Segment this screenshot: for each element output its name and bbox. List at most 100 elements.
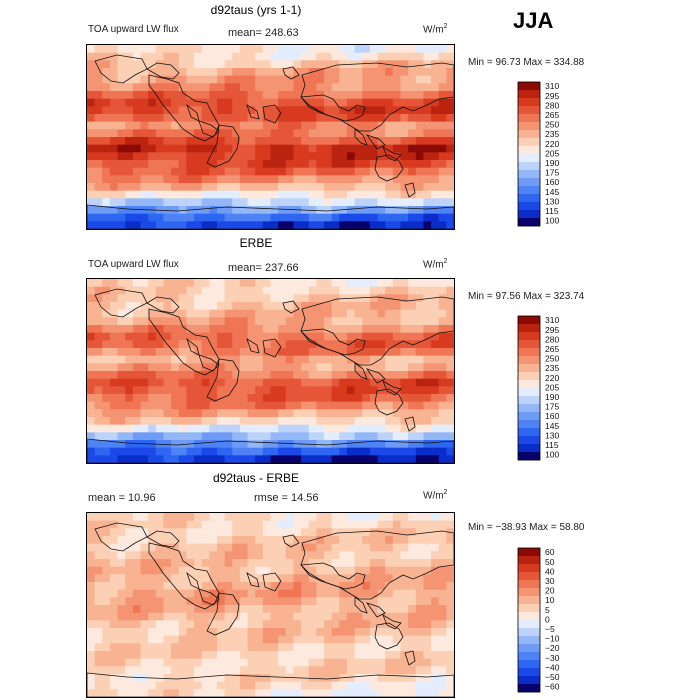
colorbar-swatch [518,428,540,437]
field-cell [346,605,356,614]
field-cell [125,635,134,644]
field-cell [247,206,256,215]
field-cell [270,432,279,441]
field-cell [87,401,96,410]
field-cell [132,424,142,433]
field-cell [255,60,264,69]
field-cell [301,605,310,614]
field-cell [132,612,142,621]
field-cell [377,394,386,403]
field-cell [125,91,134,100]
field-cell [155,371,165,380]
field-cell [94,394,103,403]
field-cell [438,432,447,441]
field-cell [423,378,432,387]
field-cell [224,190,233,199]
field-cell [232,658,241,667]
field-cell [285,183,295,192]
field-cell [278,378,287,387]
field-cell [339,183,348,192]
colorbar-swatch [518,186,540,195]
colorbar-tick-label: 160 [545,177,559,187]
field-cell [346,340,356,349]
field-cell [224,386,233,395]
field-cell [400,355,409,364]
field-cell [239,302,249,311]
field-cell [369,302,379,311]
field-cell [431,658,440,667]
field-cell [392,628,402,637]
field-cell [171,566,180,575]
field-cell [446,325,454,334]
field-cell [87,543,96,552]
field-cell [377,332,386,341]
field-cell [392,582,402,591]
coastline [146,296,180,314]
field-cell [255,75,264,84]
field-cell [239,666,249,675]
field-cell [362,60,371,69]
field-cell [385,582,394,591]
field-cell [216,371,226,380]
field-cell [255,309,264,318]
field-cell [171,152,180,161]
field-cell [109,129,119,138]
field-cell [201,536,210,545]
field-cell [239,279,249,288]
field-cell [301,589,310,598]
panel3-field-layer [87,513,454,697]
field-cell [308,309,317,318]
field-cell [408,152,417,161]
field-cell [178,551,187,560]
field-cell [400,340,409,349]
field-cell [117,401,126,410]
field-cell [232,325,241,334]
field-cell [301,286,310,295]
panel3-minmax: Min = −38.93 Max = 58.80 [468,522,585,533]
field-cell [285,363,295,372]
field-cell [324,566,333,575]
field-cell [109,160,119,169]
field-cell [270,106,279,115]
field-cell [171,98,180,107]
field-cell [285,455,295,463]
field-cell [262,643,272,652]
field-cell [278,574,287,583]
field-cell [316,597,325,606]
field-cell [331,160,340,169]
colorbar-tick-label: 205 [545,382,559,392]
colorbar-swatch [518,332,540,341]
field-cell [385,348,394,357]
field-cell [117,302,126,311]
field-cell [262,309,272,318]
field-cell [339,597,348,606]
field-cell [140,91,149,100]
field-cell [431,597,440,606]
field-cell [331,317,340,326]
field-cell [446,348,454,357]
field-cell [415,363,425,372]
field-cell [117,409,126,418]
field-cell [369,121,379,130]
field-cell [186,294,195,303]
field-cell [400,666,409,675]
field-cell [293,91,302,100]
field-cell [316,605,325,614]
field-cell [301,689,310,697]
field-cell [377,582,386,591]
field-cell [171,309,180,318]
field-cell [354,106,363,115]
field-cell [94,417,103,426]
field-cell [346,144,356,153]
field-cell [239,651,249,660]
field-cell [125,440,134,449]
field-cell [423,221,432,229]
field-cell [285,137,295,146]
field-cell [87,213,96,222]
field-cell [171,635,180,644]
field-cell [163,513,172,522]
field-cell [369,198,379,207]
field-cell [324,666,333,675]
field-cell [239,551,249,560]
field-cell [209,528,218,537]
